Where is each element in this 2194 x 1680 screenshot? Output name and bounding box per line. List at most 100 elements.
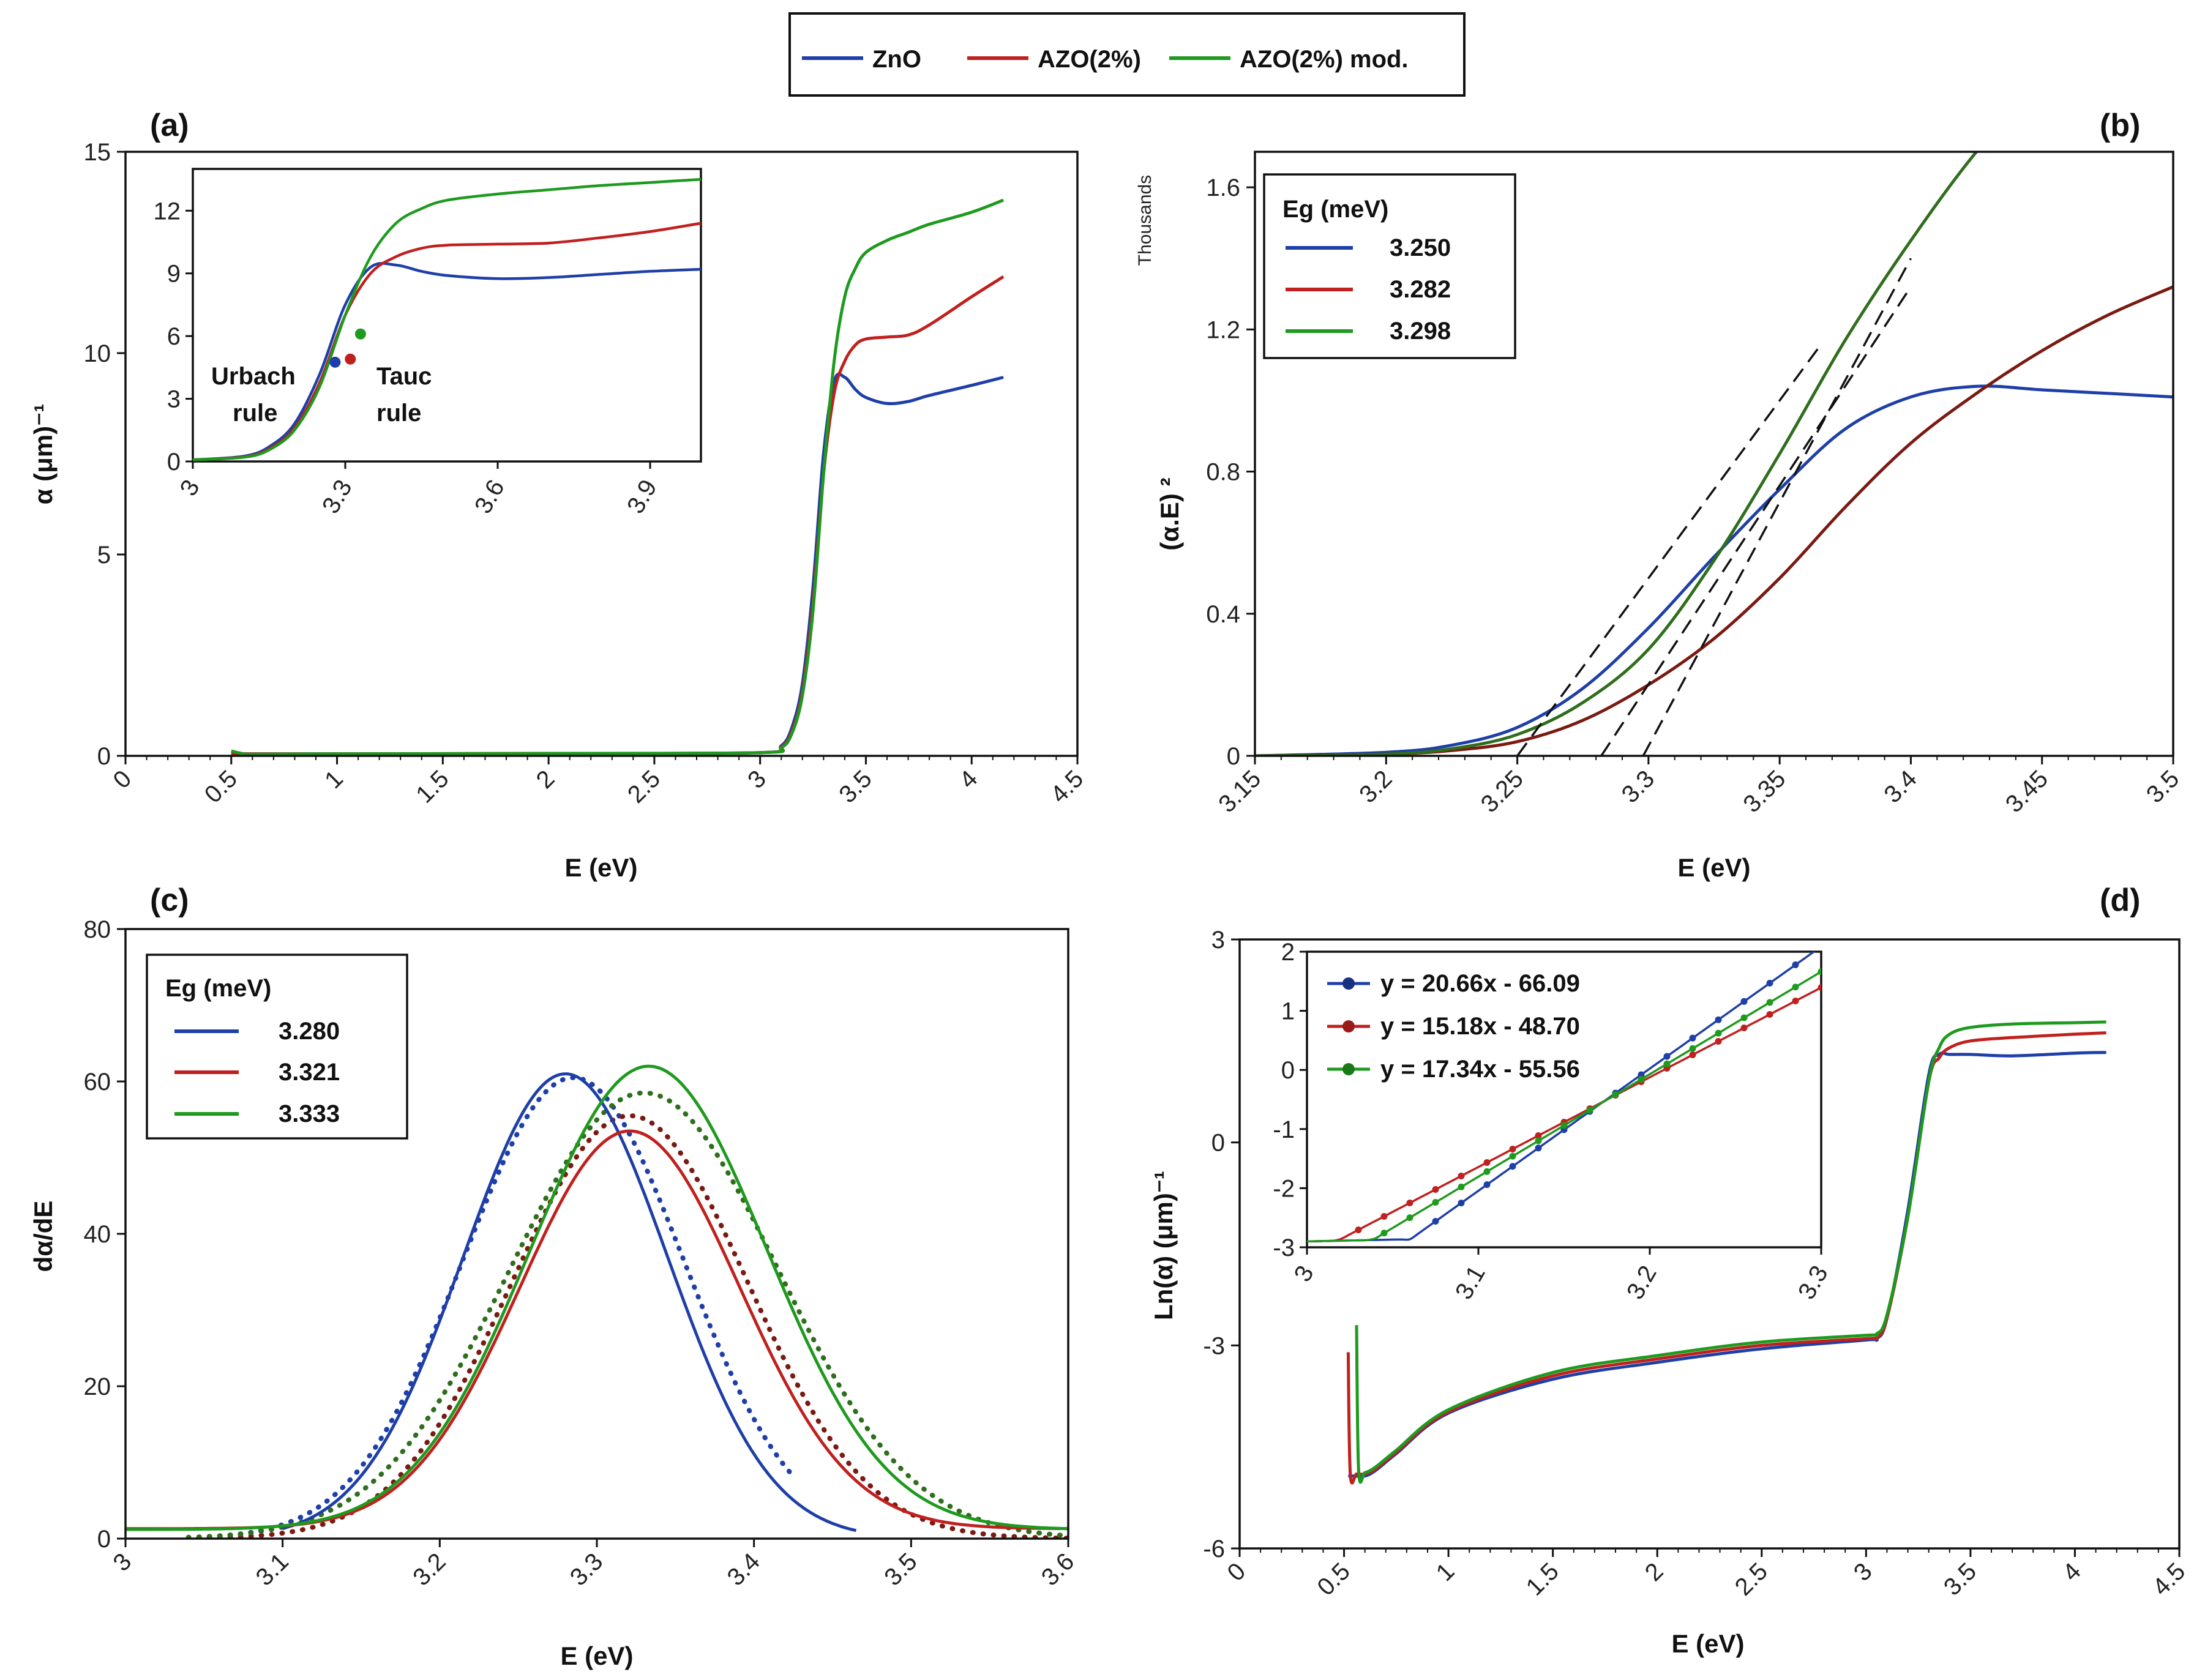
panel-d-inset-legend: y = 20.66x - 66.09 y = 15.18x - 48.70 y … [1327,970,1580,1083]
panel-b-legend-value-azo-mod: 3.298 [1390,318,1451,345]
panel-a-ytick-label: 10 [84,340,111,367]
inset-d-point-azo-2-mod [1740,1014,1748,1021]
inset-d-point-azo-2 [1483,1159,1491,1166]
inset-d-point-azo-2-mod [1612,1091,1619,1099]
panel-c-label: (c) [150,883,189,918]
inset-d-point-azo-2-mod [1458,1183,1465,1190]
panel-d-xtick-label: 0.5 [1312,1558,1355,1600]
inset-d-point-zno [1818,943,1825,950]
inset-annotation-urbach-rule: rule [233,400,277,427]
inset-d-point-azo-2 [1792,998,1799,1005]
panel-d: (d) 0 0.5 1 1.5 2 2.5 3 3.5 4 4.5 -6 -3 0 3 E (eV) Ln… [1149,883,2190,1658]
panel-c-dotted-fit-azo-2-mod [185,1090,1068,1539]
inset-a-xtick-label: 3.9 [622,476,662,518]
panel-d-xtick-label: 2 [1640,1558,1669,1586]
inset-d-point-zno [1715,1016,1722,1023]
panel-d-ylabel: Ln(α) (μm)⁻¹ [1149,1171,1178,1320]
inset-d-point-azo-2-mod [1380,1230,1388,1237]
panel-b-xtick-label: 3.5 [2141,765,2184,808]
inset-d-point-zno [1663,1053,1671,1060]
inset-a-marker-azo-2 [345,353,356,365]
panel-a-xtick-label: 0.5 [200,765,242,808]
panel-c-ytick-label: 0 [97,1526,111,1553]
panel-c-legend-value-azo-mod: 3.333 [279,1100,340,1127]
panel-b-legend-box [1263,173,1516,359]
inset-d-point-zno [1458,1200,1465,1207]
inset-d-point-azo-2 [1689,1051,1696,1059]
inset-d-point-zno [1766,979,1773,987]
inset-fit-equation-azo-mod: y = 17.34x - 55.56 [1380,1056,1580,1083]
inset-a-xtick-label: 3.3 [317,476,358,518]
inset-d-point-azo-2 [1406,1199,1413,1206]
inset-d-point-azo-2-mod [1560,1122,1568,1129]
panel-d-xtick-label: 1.5 [1521,1558,1564,1600]
panel-d-frame [1238,938,2181,1550]
panel-c-legend-box [146,954,408,1140]
panel-d-series-azo-2-mod [1355,1020,2106,1484]
inset-fit-equation-zno: y = 20.66x - 66.09 [1380,970,1580,997]
panel-b-ytick-label: 0 [1227,743,1240,770]
panel-b-legend-value-azo: 3.282 [1390,276,1451,303]
inset-d-point-azo-2 [1740,1025,1748,1032]
inset-d-point-zno [1483,1181,1491,1189]
panel-b-fit-zno [1516,346,1820,756]
panel-a-xtick-label: 3 [743,765,771,794]
panel-c-xtick-label: 3.4 [722,1548,765,1591]
panel-c-frame [124,928,1069,1540]
inset-d-point-azo-2 [1818,984,1821,991]
panel-b-ytick-label: 1.6 [1206,174,1240,201]
panel-b-multiplier: Thousands [1135,175,1155,266]
inset-d-point-azo-2-mod [1432,1199,1439,1206]
panel-d-label: (d) [2100,883,2140,918]
inset-d-point-azo-2 [1458,1172,1465,1179]
panel-d-inset-frame [1306,950,1822,1249]
panel-d-xtick-label: 4.5 [2147,1558,2190,1600]
inset-d-point-azo-2-mod [1663,1060,1671,1067]
inset-d-xtick-label: 3.1 [1450,1261,1491,1304]
inset-d-xtick-label: 3.3 [1793,1261,1833,1304]
panel-a-xtick-label: 2 [531,765,560,794]
inset-d-point-azo-2 [1766,1011,1773,1018]
inset-annotation-tauc-rule: rule [376,400,421,427]
inset-d-point-azo-2 [1509,1145,1516,1152]
panel-b-xtick-label: 3.4 [1879,765,1922,808]
panel-d-xtick-label: 2.5 [1730,1558,1773,1600]
panel-b-series-azo-2-mod [1255,152,1979,756]
panel-d-xtick-label: 0 [1222,1558,1251,1586]
panel-a-series-azo-2-mod [231,198,1004,756]
inset-d-point-azo-2 [1380,1212,1388,1220]
panel-c-xtick-label: 3.3 [565,1548,608,1591]
inset-d-ytick-label: -1 [1273,1116,1295,1143]
panel-a-xtick-label: 1 [320,765,348,794]
inset-d-ytick-label: 1 [1281,998,1295,1025]
inset-d-point-azo-2 [1432,1185,1439,1193]
inset-d-point-azo-2-mod [1766,999,1773,1006]
panel-a-xlabel: E (eV) [564,853,637,882]
panel-c-series-zno [282,1072,857,1533]
panel-c-xtick-label: 3.1 [251,1548,294,1591]
top-legend: ZnO AZO(2%) AZO(2%) mod. [788,12,1466,97]
inset-d-xtick-label: 3.2 [1622,1261,1662,1304]
panel-b-ytick-label: 0.4 [1206,601,1240,628]
inset-d-point-zno [1689,1034,1696,1042]
panel-c-legend-value-azo: 3.321 [279,1059,340,1086]
inset-d-point-zno [1740,998,1748,1005]
inset-d-ytick-label: 2 [1281,939,1295,966]
panel-a-xtick-label: 2.5 [623,765,665,808]
inset-d-point-azo-2-mod [1818,968,1821,976]
inset-a-series-azo-2-mod [192,177,702,461]
panel-b-xtick-label: 3.35 [1738,765,1791,818]
panel-d-xtick-label: 3.5 [1939,1558,1982,1600]
legend-label-zno: ZnO [872,46,921,73]
inset-d-point-zno [1535,1144,1542,1152]
inset-fit-marker-azo-mod [1342,1063,1355,1075]
panel-a-ytick-label: 0 [97,743,111,770]
inset-d-point-azo-2-mod [1792,984,1799,991]
inset-d-ytick-label: 0 [1281,1057,1295,1084]
panel-b-xtick-label: 3.45 [2001,765,2053,818]
panel-c-ytick-label: 20 [84,1373,111,1400]
panel-c-ytick-label: 40 [84,1221,111,1248]
panel-c-legend-value-zno: 3.280 [279,1018,340,1045]
legend-label-azo: AZO(2%) [1038,46,1141,73]
inset-d-xtick-label: 3 [1289,1261,1319,1286]
